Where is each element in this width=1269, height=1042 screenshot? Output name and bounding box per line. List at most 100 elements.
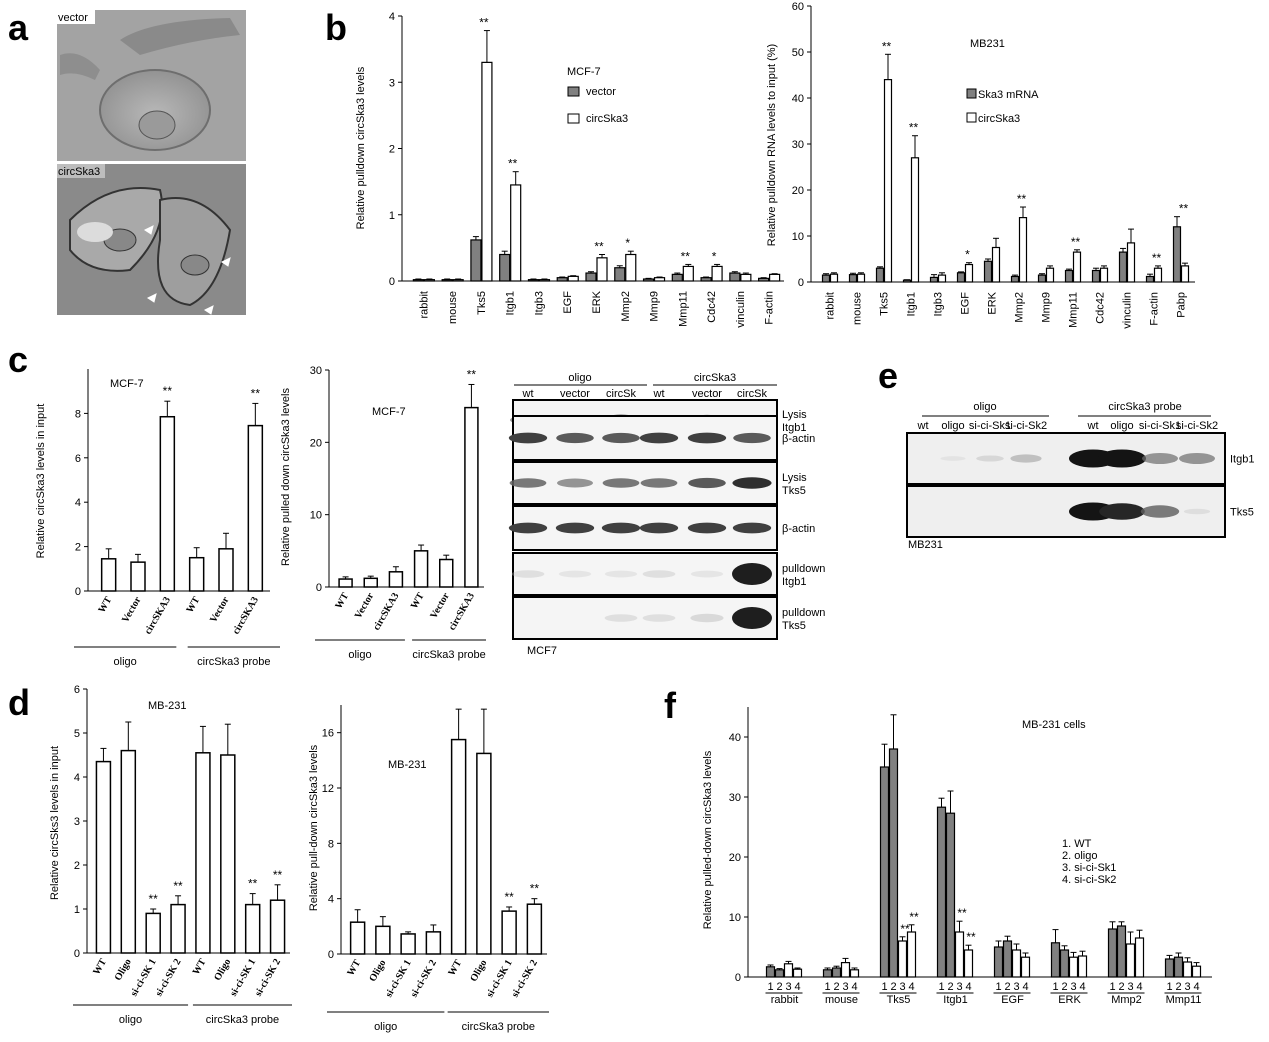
- bar: [1002, 940, 1013, 978]
- bar: [888, 748, 899, 978]
- x-sub-label: 1: [938, 981, 944, 993]
- y-tick-label: 20: [310, 437, 322, 449]
- bar: [964, 263, 974, 283]
- panel-a-images: vector circSka3: [57, 10, 246, 315]
- bar: [1191, 965, 1202, 978]
- group-label: circSka3 probe: [197, 656, 270, 668]
- legend-label: 2. oligo: [1062, 850, 1097, 862]
- protein-band: [602, 432, 640, 444]
- bar: [879, 766, 890, 978]
- x-sub-label: 2: [890, 981, 896, 993]
- arrow-icon: [144, 225, 154, 235]
- bar: [425, 931, 442, 955]
- significance-label: **: [251, 386, 261, 400]
- x-sub-label: 1: [824, 981, 830, 993]
- bar: [729, 272, 741, 282]
- bar: [218, 548, 234, 592]
- group-label: oligo: [348, 649, 371, 661]
- x-tick-label: Oligo: [367, 958, 388, 984]
- bar: [1050, 942, 1061, 978]
- bar: [821, 274, 831, 283]
- blot-strip: [906, 432, 1226, 485]
- bar: [1068, 956, 1079, 978]
- x-sub-label: 2: [947, 981, 953, 993]
- y-tick-label: 0: [328, 949, 334, 961]
- y-tick-label: 0: [389, 276, 395, 288]
- bar: [1037, 274, 1047, 283]
- x-tick-label: rabbit: [825, 292, 837, 320]
- panel-label-f: f: [664, 685, 677, 726]
- y-tick-label: 30: [729, 792, 741, 804]
- y-axis-label: Relative pulldown circSka3 levels: [355, 66, 367, 229]
- bar: [1145, 275, 1155, 283]
- bar: [130, 561, 146, 592]
- x-tick-label: vinculin: [735, 291, 747, 328]
- protein-band: [557, 478, 593, 488]
- y-tick-label: 40: [729, 732, 741, 744]
- legend-label: 4. si-ci-Sk2: [1062, 874, 1116, 886]
- x-sub-label: 1: [881, 981, 887, 993]
- x-sub-label: 4: [1022, 981, 1028, 993]
- bar: [829, 273, 839, 283]
- significance-label: **: [909, 910, 919, 924]
- blot-row-label: Itgb1: [1230, 454, 1254, 466]
- y-axis-label: Relative pulled down circSka3 levels: [280, 388, 292, 566]
- bar: [1099, 267, 1109, 283]
- significance-label: **: [1152, 251, 1162, 265]
- chart-title: MB-231: [148, 700, 187, 712]
- protein-band: [602, 478, 640, 488]
- x-tick-label: vinculin: [1122, 292, 1134, 329]
- micrograph-label: vector: [58, 12, 88, 24]
- x-sub-label: 4: [1193, 981, 1199, 993]
- bar: [1077, 955, 1088, 978]
- x-tick-label: WT: [345, 958, 363, 978]
- x-sub-label: 4: [851, 981, 857, 993]
- x-tick-label: Oligo: [468, 958, 489, 984]
- y-tick-label: 40: [792, 93, 804, 105]
- protein-band: [642, 614, 676, 622]
- lane-label: oligo: [1110, 420, 1133, 432]
- protein-band: [690, 570, 724, 578]
- bar: [774, 969, 785, 978]
- legend-swatch: [567, 86, 580, 97]
- bar: [1172, 226, 1182, 283]
- protein-band: [642, 570, 676, 578]
- x-tick-label: Oligo: [113, 957, 134, 983]
- significance-label: *: [712, 249, 717, 263]
- protein-band: [687, 432, 727, 444]
- bar: [145, 912, 161, 954]
- protein-band: [1179, 453, 1215, 464]
- chart-title: MCF-7: [567, 66, 601, 78]
- x-sub-label: 3: [1184, 981, 1190, 993]
- significance-label: **: [479, 16, 489, 30]
- label-bg: [57, 164, 105, 178]
- x-sub-label: 3: [899, 981, 905, 993]
- blot-row-label: Tks5: [782, 485, 806, 497]
- chart-b2: 0 10 20 30 40 50 60 rabbit mouse ** Tks5 ** Itgb1 Itg…: [766, 1, 1195, 329]
- bar: [1180, 265, 1190, 283]
- bar: [269, 899, 286, 954]
- cell-shape: [99, 69, 211, 151]
- label-bg: [57, 10, 95, 24]
- group-label: circSka3 probe: [462, 1021, 535, 1033]
- blot-row-label: Lysis: [782, 472, 807, 484]
- bar: [1091, 269, 1101, 283]
- y-tick-label: 0: [75, 586, 81, 598]
- y-axis-label: Relative pulled-down circSka3 levels: [702, 750, 714, 929]
- chart-title: MB-231: [388, 759, 427, 771]
- panel-label-e: e: [878, 355, 898, 396]
- protein-band: [732, 477, 772, 489]
- protein-band: [604, 614, 638, 622]
- bar: [1011, 949, 1022, 978]
- legend-label: 1. WT: [1062, 838, 1092, 850]
- bar: [439, 558, 454, 588]
- significance-label: **: [882, 39, 892, 53]
- protein-band: [1140, 505, 1180, 518]
- bar: [95, 760, 112, 954]
- significance-label: **: [508, 157, 518, 171]
- bar: [1134, 937, 1145, 978]
- significance-label: *: [965, 248, 970, 262]
- x-sub-label: 2: [1061, 981, 1067, 993]
- bar: [1018, 217, 1028, 283]
- bar: [1153, 267, 1163, 283]
